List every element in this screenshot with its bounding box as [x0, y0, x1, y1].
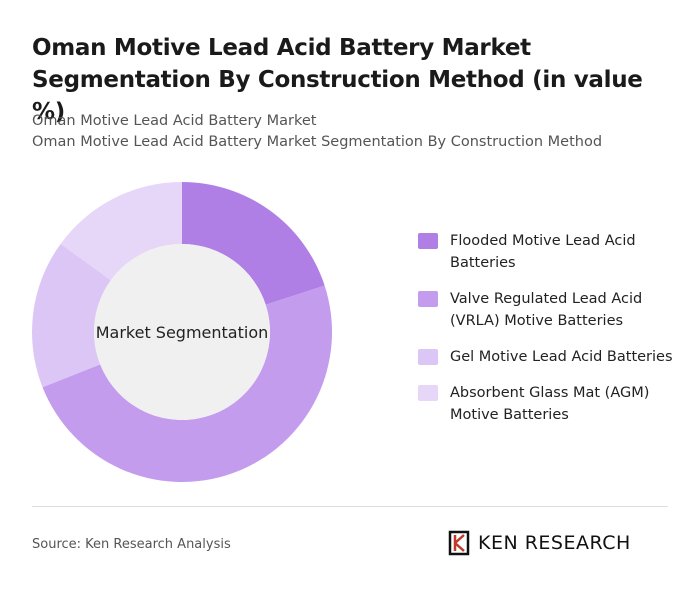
legend-item: Absorbent Glass Mat (AGM) Motive Batteri… — [418, 382, 678, 426]
donut-slice — [182, 182, 325, 305]
legend-swatch — [418, 385, 438, 401]
chart-title: Oman Motive Lead Acid Battery Market Seg… — [32, 35, 643, 125]
donut-slice — [31, 243, 111, 388]
legend: Flooded Motive Lead Acid Batteries Valve … — [418, 230, 678, 440]
donut-chart: Market Segmentation — [31, 182, 333, 483]
legend-item: Valve Regulated Lead Acid (VRLA) Motive … — [418, 288, 678, 332]
legend-label: Absorbent Glass Mat (AGM) Motive Batteri… — [450, 385, 650, 423]
divider — [32, 506, 668, 507]
donut-hole — [94, 244, 270, 420]
subtitle: Oman Motive Lead Acid Battery Market Seg… — [32, 134, 603, 150]
logo: KEN RESEARCH — [448, 530, 631, 556]
legend-swatch — [418, 349, 438, 365]
legend-swatch — [418, 291, 438, 307]
source: Source: Ken Research Analysis — [32, 537, 231, 552]
logo-text: KEN RESEARCH — [478, 532, 631, 554]
legend-item: Gel Motive Lead Acid Batteries — [418, 346, 678, 368]
legend-label: Valve Regulated Lead Acid (VRLA) Motive … — [450, 291, 643, 329]
legend-label: Gel Motive Lead Acid Batteries — [450, 349, 673, 365]
legend-label: Flooded Motive Lead Acid Batteries — [450, 233, 636, 271]
subtitle: Oman Motive Lead Acid Battery Market — [32, 113, 317, 129]
logo-icon — [448, 530, 470, 556]
legend-item: Flooded Motive Lead Acid Batteries — [418, 230, 678, 274]
legend-swatch — [418, 233, 438, 249]
center-label: Market Segmentation — [96, 323, 269, 342]
donut-slice — [60, 182, 183, 281]
donut-slice — [42, 285, 333, 483]
